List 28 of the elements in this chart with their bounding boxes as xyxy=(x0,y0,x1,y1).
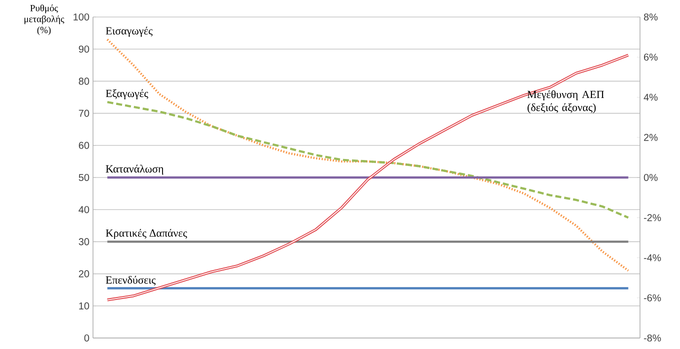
y2-tick-label: 4% xyxy=(644,94,658,101)
y-tick-label: 40 xyxy=(78,206,90,214)
series-label: Επενδύσεις xyxy=(106,276,156,286)
y-tick-label: 0 xyxy=(84,334,90,342)
y-tick-label: 10 xyxy=(79,302,90,310)
y2-tick-label: -2% xyxy=(644,214,661,222)
y2-tick-label: 6% xyxy=(644,54,658,61)
y-tick-label: 60 xyxy=(78,142,90,149)
y-tick-label: 30 xyxy=(78,238,90,246)
y-tick-label: 20 xyxy=(78,270,90,278)
y2-tick-label: -4% xyxy=(644,254,661,262)
y2-tick-label: 0% xyxy=(644,174,658,182)
y-axis-title: Ρυθμός μεταβολής (%) xyxy=(24,4,64,36)
y-tick-label: 70 xyxy=(78,110,90,117)
line-series xyxy=(106,38,630,272)
y2-tick-label: 8% xyxy=(644,13,658,21)
y-tick-label: 80 xyxy=(78,78,90,85)
y2-tick-label: 2% xyxy=(644,134,658,141)
series-label: Εξαγωγές xyxy=(106,89,148,100)
y-tick-label: 90 xyxy=(78,46,90,53)
series-label: Κατανάλωση xyxy=(106,164,164,175)
series-label: Κρατικές Δαπάνες xyxy=(106,228,188,239)
y2-tick-label: -8% xyxy=(644,334,661,342)
series-label: Μεγέθυνση ΑΕΠ (δεξιός άξονας) xyxy=(527,90,604,114)
y-tick-label: 50 xyxy=(78,174,90,182)
y2-tick-label: -6% xyxy=(644,294,661,302)
y-tick-label: 100 xyxy=(74,13,90,21)
series-label: Εισαγωγές xyxy=(106,26,153,37)
